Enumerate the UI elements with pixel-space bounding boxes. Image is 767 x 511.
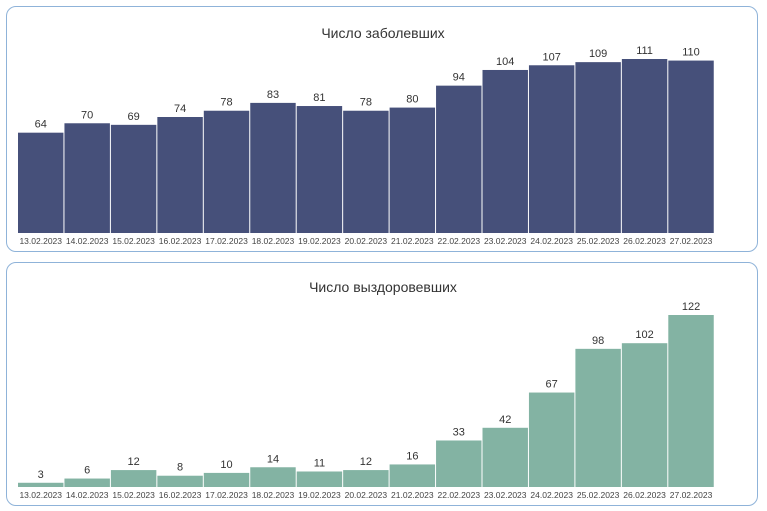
infected-tick-label-8: 21.02.2023 [391,236,434,246]
recovered-tick-label-6: 19.02.2023 [298,490,341,500]
recovered-bar-12 [575,348,621,487]
recovered-tick-label-8: 21.02.2023 [391,490,434,500]
infected-tick-label-6: 19.02.2023 [298,236,341,246]
infected-bar-12 [575,62,621,233]
infected-value-label-4: 78 [220,97,232,109]
recovered-value-label-4: 10 [220,459,232,471]
infected-chart-svg: Число заболевших 64 13.02.2023 70 14.02.202… [18,25,714,246]
infected-value-label-10: 104 [496,56,514,68]
recovered-value-label-9: 33 [453,426,465,438]
infected-tick-label-10: 23.02.2023 [484,236,527,246]
recovered-tick-label-1: 14.02.2023 [66,490,109,500]
recovered-value-label-7: 12 [360,456,372,468]
recovered-tick-label-14: 27.02.2023 [670,490,713,500]
infected-value-label-1: 70 [81,109,93,121]
recovered-tick-label-10: 23.02.2023 [484,490,527,500]
infected-value-label-9: 94 [453,72,465,84]
infected-value-label-14: 110 [682,47,700,59]
recovered-value-label-14: 122 [682,301,700,313]
recovered-bar-2 [110,470,157,487]
infected-tick-label-5: 18.02.2023 [252,236,295,246]
infected-value-label-8: 80 [406,94,418,106]
infected-tick-label-12: 25.02.2023 [577,236,620,246]
recovered-bar-9 [436,440,482,487]
infected-bar-11 [528,65,575,233]
recovered-tick-label-2: 15.02.2023 [112,490,155,500]
infected-bars: 64 13.02.2023 70 14.02.2023 69 15.02.2023 74 16… [18,45,714,246]
infected-value-label-2: 69 [128,111,140,123]
recovered-value-label-5: 14 [267,453,279,465]
infected-value-label-11: 107 [543,51,561,63]
infected-tick-label-13: 26.02.2023 [623,236,666,246]
recovered-tick-label-13: 26.02.2023 [623,490,666,500]
chart-title-recovered: Число выздоровевших [309,279,457,295]
chart-panel-infected: Число заболевших 64 13.02.2023 70 14.02.202… [6,6,758,252]
infected-tick-label-2: 15.02.2023 [112,236,155,246]
infected-bar-10 [482,69,528,233]
infected-value-label-13: 111 [636,45,653,57]
recovered-value-label-6: 11 [314,457,325,469]
recovered-value-label-13: 102 [635,329,653,341]
infected-value-label-7: 78 [360,97,372,109]
recovered-bar-0 [18,482,64,487]
infected-value-label-6: 81 [313,92,325,104]
infected-bar-0 [18,132,64,233]
infected-tick-label-7: 20.02.2023 [345,236,388,246]
recovered-bar-4 [203,472,250,487]
recovered-value-label-11: 67 [546,379,558,391]
infected-bar-8 [389,107,436,233]
recovered-bar-10 [482,427,528,487]
recovered-bar-13 [621,343,668,487]
infected-bar-9 [436,85,482,234]
infected-bar-13 [621,59,668,233]
infected-value-label-3: 74 [174,103,186,115]
recovered-bar-6 [296,471,343,487]
recovered-value-label-8: 16 [406,450,418,462]
infected-tick-label-9: 22.02.2023 [438,236,481,246]
infected-bar-6 [296,106,343,233]
infected-tick-label-4: 17.02.2023 [205,236,248,246]
infected-value-label-12: 109 [589,48,607,60]
recovered-bar-3 [157,475,203,487]
infected-bar-4 [203,110,250,233]
infected-tick-label-0: 13.02.2023 [19,236,62,246]
recovered-tick-label-11: 24.02.2023 [530,490,573,500]
infected-bar-3 [157,117,203,233]
chart-panel-recovered: Число выздоровевших 3 13.02.2023 6 14.02.20… [6,262,758,506]
recovered-tick-label-5: 18.02.2023 [252,490,295,500]
infected-value-label-0: 64 [35,119,47,131]
infected-value-label-5: 83 [267,89,279,101]
recovered-tick-label-4: 17.02.2023 [205,490,248,500]
recovered-bar-7 [343,470,389,487]
recovered-bar-5 [250,467,296,487]
recovered-bar-8 [389,464,436,487]
infected-bar-7 [343,110,389,233]
recovered-value-label-1: 6 [84,465,90,477]
recovered-value-label-2: 12 [128,456,140,468]
infected-tick-label-3: 16.02.2023 [159,236,202,246]
recovered-bar-1 [64,478,110,487]
recovered-value-label-10: 42 [499,414,511,426]
recovered-tick-label-9: 22.02.2023 [438,490,481,500]
recovered-value-label-0: 3 [38,469,44,481]
recovered-chart-svg: Число выздоровевших 3 13.02.2023 6 14.02.20… [18,279,714,500]
recovered-bar-14 [668,315,714,487]
chart-title-infected: Число заболевших [321,25,444,41]
recovered-tick-label-0: 13.02.2023 [19,490,62,500]
infected-bar-14 [668,60,714,233]
recovered-tick-label-3: 16.02.2023 [159,490,202,500]
infected-bar-5 [250,102,296,233]
recovered-tick-label-7: 20.02.2023 [345,490,388,500]
recovered-tick-label-12: 25.02.2023 [577,490,620,500]
infected-bar-1 [64,123,110,233]
infected-tick-label-1: 14.02.2023 [66,236,109,246]
infected-bar-2 [110,124,157,233]
recovered-value-label-3: 8 [177,462,183,474]
infected-tick-label-14: 27.02.2023 [670,236,713,246]
infected-tick-label-11: 24.02.2023 [530,236,573,246]
recovered-bar-11 [528,392,575,487]
recovered-value-label-12: 98 [592,335,604,347]
recovered-bars: 3 13.02.2023 6 14.02.2023 12 15.02.2023 8 16.02… [18,301,714,500]
